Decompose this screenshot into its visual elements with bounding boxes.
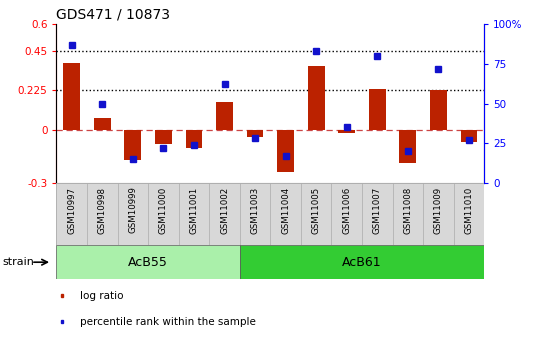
Text: log ratio: log ratio: [80, 291, 124, 301]
Bar: [118, 183, 148, 245]
Text: GSM11000: GSM11000: [159, 187, 168, 234]
Text: AcB61: AcB61: [342, 256, 382, 269]
Bar: [393, 183, 423, 245]
Text: GSM10999: GSM10999: [129, 187, 137, 234]
Text: GSM11002: GSM11002: [220, 187, 229, 234]
Bar: [461, 130, 477, 142]
Bar: [63, 63, 80, 130]
Text: GSM11009: GSM11009: [434, 187, 443, 234]
Text: AcB55: AcB55: [128, 256, 168, 269]
Bar: [270, 183, 301, 245]
Bar: [186, 130, 202, 148]
Text: GSM10997: GSM10997: [67, 187, 76, 234]
Text: GDS471 / 10873: GDS471 / 10873: [56, 8, 171, 22]
Bar: [87, 183, 118, 245]
Bar: [216, 102, 233, 130]
Bar: [179, 183, 209, 245]
Bar: [56, 245, 240, 279]
Bar: [423, 183, 454, 245]
Bar: [399, 130, 416, 164]
Bar: [61, 320, 63, 323]
Bar: [362, 183, 393, 245]
Bar: [246, 130, 264, 137]
Text: GSM11008: GSM11008: [404, 187, 412, 234]
Text: GSM10998: GSM10998: [98, 187, 107, 234]
Text: GSM11004: GSM11004: [281, 187, 290, 234]
Bar: [331, 183, 362, 245]
Bar: [369, 89, 386, 130]
Text: percentile rank within the sample: percentile rank within the sample: [80, 317, 256, 327]
Bar: [148, 183, 179, 245]
Bar: [209, 183, 240, 245]
Text: GSM11007: GSM11007: [373, 187, 382, 234]
Bar: [94, 118, 111, 130]
Bar: [155, 130, 172, 144]
Bar: [277, 130, 294, 172]
Bar: [308, 67, 324, 130]
Bar: [56, 183, 87, 245]
Bar: [454, 183, 484, 245]
Bar: [240, 183, 270, 245]
Bar: [240, 245, 484, 279]
Bar: [124, 130, 141, 160]
Text: GSM11006: GSM11006: [342, 187, 351, 234]
Text: GSM11005: GSM11005: [312, 187, 321, 234]
Bar: [301, 183, 331, 245]
Text: GSM11010: GSM11010: [464, 187, 473, 234]
Bar: [61, 294, 63, 297]
Text: GSM11003: GSM11003: [251, 187, 259, 234]
Text: strain: strain: [3, 257, 34, 267]
Bar: [338, 130, 355, 134]
Text: GSM11001: GSM11001: [189, 187, 199, 234]
Bar: [430, 90, 447, 130]
